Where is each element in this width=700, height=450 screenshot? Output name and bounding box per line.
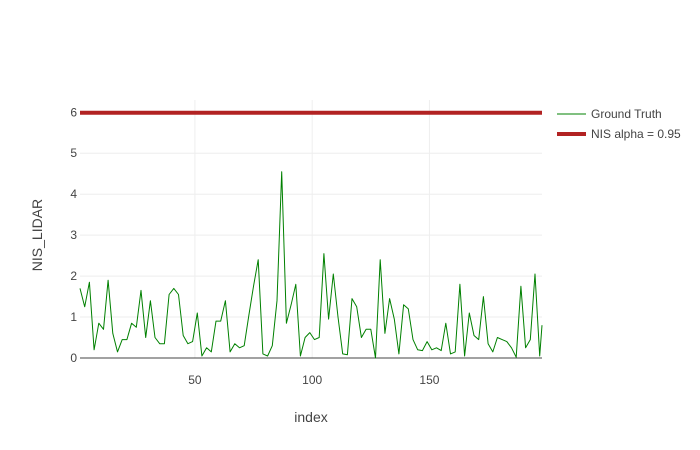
tick-layer: 50 100 150 0 1 2 3 4 5 6: [70, 105, 439, 387]
y-tick-label: 3: [70, 228, 77, 242]
y-axis-title: NIS_LIDAR: [29, 199, 45, 271]
legend-label: NIS alpha = 0.95: [591, 127, 681, 141]
y-tick-label: 4: [70, 187, 77, 201]
series-line-ground-truth: [79, 171, 543, 359]
x-tick-label: 50: [188, 373, 202, 387]
grid-layer: [80, 100, 542, 359]
legend-item[interactable]: Ground Truth: [557, 107, 662, 121]
y-tick-label: 2: [70, 269, 77, 283]
y-tick-label: 0: [70, 351, 77, 365]
legend-label: Ground Truth: [591, 107, 662, 121]
y-tick-label: 6: [70, 105, 77, 119]
y-tick-label: 1: [70, 310, 77, 324]
x-tick-label: 100: [302, 373, 322, 387]
series-layer: [79, 110, 543, 359]
x-tick-label: 150: [419, 373, 439, 387]
legend-item[interactable]: NIS alpha = 0.95: [557, 127, 681, 141]
legend[interactable]: Ground Truth NIS alpha = 0.95: [557, 107, 681, 141]
x-axis-title: index: [294, 409, 327, 425]
y-tick-label: 5: [70, 146, 77, 160]
